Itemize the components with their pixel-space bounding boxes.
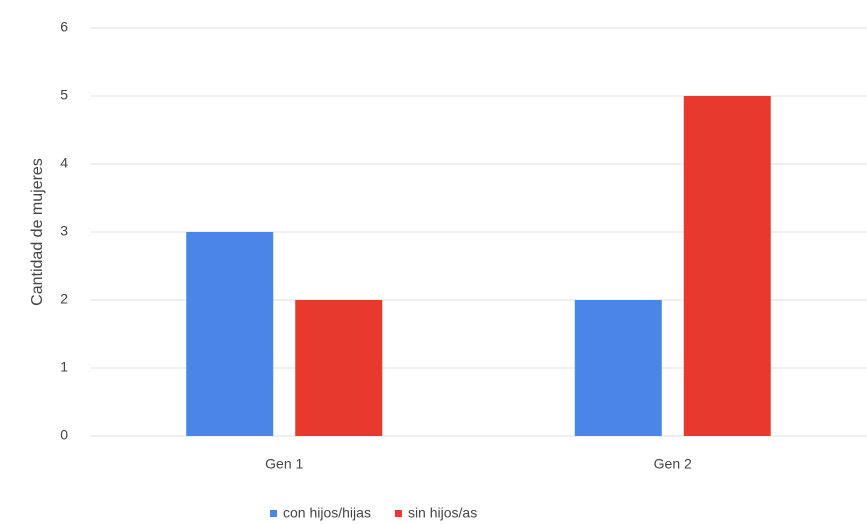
y-tick-label: 6 (60, 19, 68, 35)
x-tick-label: Gen 1 (265, 456, 303, 472)
y-axis-label: Cantidad de mujeres (29, 158, 46, 306)
y-tick-label: 5 (60, 87, 68, 103)
y-tick-label: 2 (60, 291, 68, 307)
bar (574, 300, 662, 436)
y-tick-label: 1 (60, 359, 68, 375)
legend-swatch (270, 510, 277, 517)
y-tick-label: 3 (60, 223, 68, 239)
y-tick-label: 0 (60, 427, 68, 443)
bar (186, 232, 274, 436)
legend-label: sin hijos/as (408, 505, 477, 521)
legend-swatch (394, 510, 402, 517)
bar (295, 300, 383, 436)
bar (683, 96, 771, 436)
y-tick-label: 4 (60, 155, 68, 171)
x-tick-label: Gen 2 (654, 456, 692, 472)
legend-label: con hijos/hijas (283, 505, 371, 521)
